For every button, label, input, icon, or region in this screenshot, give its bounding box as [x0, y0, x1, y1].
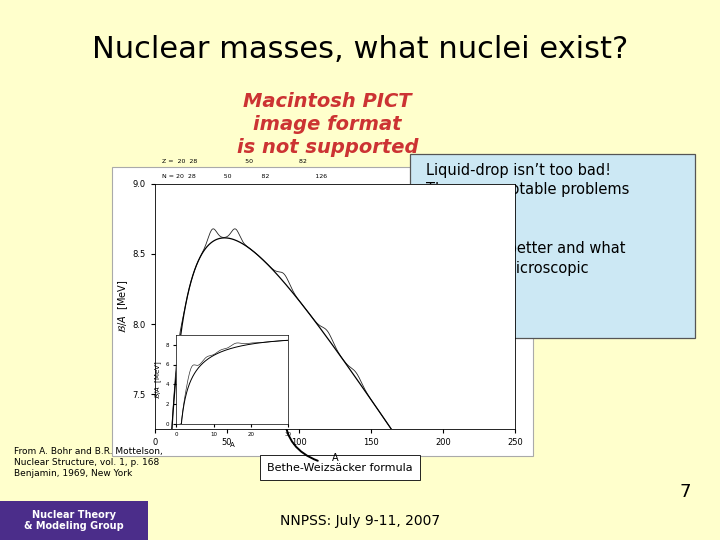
Text: N = 20  28              50               82                       126: N = 20 28 50 82 126 — [162, 174, 327, 179]
Text: Nuclear masses, what nuclei exist?: Nuclear masses, what nuclei exist? — [92, 35, 628, 64]
FancyBboxPatch shape — [410, 154, 695, 338]
FancyBboxPatch shape — [260, 455, 420, 480]
FancyBboxPatch shape — [0, 501, 148, 540]
Text: From A. Bohr and B.R. Mottelson,
Nuclear Structure, vol. 1, p. 168
Benjamin, 196: From A. Bohr and B.R. Mottelson, Nuclear… — [14, 447, 163, 478]
Text: Can we do better and what
about the microscopic
structure?: Can we do better and what about the micr… — [426, 241, 625, 295]
Text: Liquid-drop isn’t too bad!
There are notable problems
though.: Liquid-drop isn’t too bad! There are not… — [426, 163, 629, 217]
Y-axis label: $\mathcal{B}/A$  [MeV]: $\mathcal{B}/A$ [MeV] — [116, 280, 130, 333]
Text: Bethe-Weizsäcker formula: Bethe-Weizsäcker formula — [267, 463, 413, 472]
X-axis label: A: A — [230, 442, 235, 448]
Text: 7: 7 — [680, 483, 691, 501]
Text: image format: image format — [253, 115, 402, 134]
Y-axis label: $\mathcal{B}/A$  [MeV]: $\mathcal{B}/A$ [MeV] — [153, 360, 164, 399]
X-axis label: A: A — [331, 453, 338, 463]
Text: Macintosh PICT: Macintosh PICT — [243, 92, 412, 111]
Text: Nuclear Theory
& Modeling Group: Nuclear Theory & Modeling Group — [24, 510, 124, 531]
FancyBboxPatch shape — [112, 167, 533, 456]
Text: NNPSS: July 9-11, 2007: NNPSS: July 9-11, 2007 — [280, 514, 440, 528]
Text: Z =  20  28                        50                       82: Z = 20 28 50 82 — [162, 159, 307, 164]
Text: is not supported: is not supported — [237, 138, 418, 157]
